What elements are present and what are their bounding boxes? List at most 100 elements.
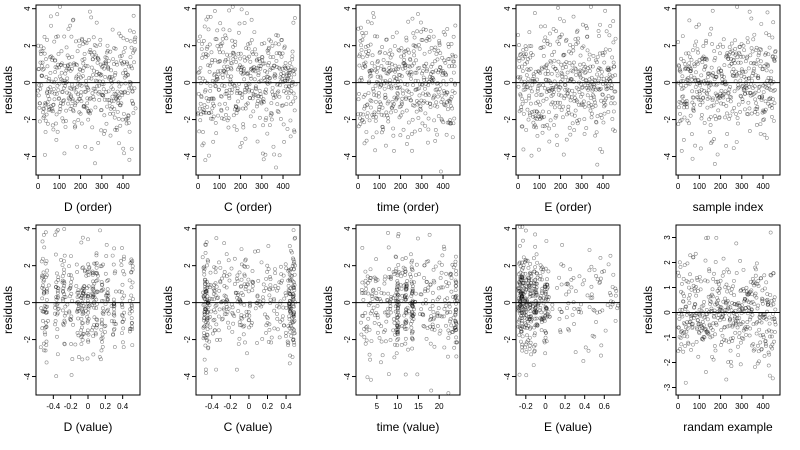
data-point: [409, 331, 414, 336]
data-point: [228, 77, 233, 82]
data-point: [98, 73, 103, 78]
data-point: [454, 293, 459, 298]
data-point: [99, 320, 104, 325]
data-point: [60, 280, 65, 285]
data-point: [203, 158, 208, 163]
data-point: [416, 43, 421, 47]
data-point: [519, 345, 524, 349]
data-point: [106, 307, 111, 312]
data-point: [242, 67, 246, 71]
data-point: [438, 276, 443, 280]
data-point: [563, 87, 568, 92]
data-point: [363, 290, 368, 295]
data-point: [261, 61, 266, 66]
data-point: [99, 289, 104, 293]
data-point: [381, 67, 386, 72]
data-point: [105, 48, 110, 53]
data-point: [453, 295, 458, 299]
data-point: [528, 282, 532, 287]
data-point: [291, 256, 295, 261]
data-point: [255, 101, 260, 106]
data-point: [291, 286, 296, 290]
x-tick-label: 300: [255, 182, 269, 191]
data-point: [112, 321, 117, 326]
data-point: [372, 320, 377, 325]
data-point: [100, 79, 105, 84]
data-point: [683, 66, 688, 71]
data-point: [693, 289, 698, 294]
data-point: [358, 25, 363, 30]
data-point: [526, 338, 531, 343]
data-point: [565, 70, 570, 75]
data-point: [42, 35, 47, 39]
data-point: [368, 69, 372, 74]
data-point: [608, 66, 613, 71]
y-tick-label: 0: [503, 300, 512, 305]
y-tick-label: 2: [503, 263, 512, 268]
data-point: [685, 334, 690, 339]
data-point: [363, 283, 368, 288]
data-point: [81, 291, 85, 296]
data-point: [747, 317, 752, 322]
data-point: [747, 9, 752, 14]
data-point: [104, 50, 109, 55]
data-point: [525, 333, 529, 338]
data-point: [62, 320, 67, 325]
data-point: [217, 59, 222, 64]
data-point: [704, 330, 709, 334]
data-point: [382, 96, 387, 100]
data-point: [61, 86, 66, 91]
data-point: [684, 51, 688, 56]
data-point: [396, 325, 400, 330]
data-point: [292, 304, 296, 309]
data-point: [268, 277, 273, 282]
data-point: [238, 300, 243, 304]
data-point: [202, 297, 207, 301]
data-point: [555, 100, 560, 105]
data-point: [368, 71, 373, 75]
data-point: [524, 286, 529, 291]
data-point: [359, 288, 364, 292]
data-point: [81, 290, 85, 295]
data-point: [591, 307, 596, 312]
data-point: [683, 307, 688, 311]
data-point: [246, 318, 251, 323]
data-point: [88, 108, 93, 113]
data-point: [287, 305, 292, 310]
data-point: [45, 268, 49, 273]
data-point: [39, 74, 44, 78]
data-point: [85, 295, 90, 300]
data-point: [698, 146, 703, 151]
data-point: [538, 293, 543, 298]
data-point: [377, 85, 382, 89]
data-point: [291, 295, 296, 299]
data-point: [208, 296, 212, 301]
data-point: [741, 43, 746, 48]
data-point: [517, 304, 522, 309]
data-point: [399, 298, 404, 303]
data-point: [542, 318, 547, 323]
data-point: [272, 72, 277, 76]
data-point: [196, 110, 201, 115]
data-point: [267, 37, 272, 42]
data-point: [40, 309, 45, 314]
data-point: [287, 301, 292, 306]
data-point: [607, 72, 612, 77]
data-point: [557, 85, 562, 89]
data-point: [255, 139, 260, 144]
data-point: [411, 31, 416, 36]
data-point: [718, 91, 723, 96]
data-point: [250, 288, 255, 293]
data-point: [226, 306, 231, 311]
data-point: [676, 122, 681, 126]
data-point: [553, 115, 558, 120]
data-point: [734, 112, 738, 116]
data-point: [530, 77, 535, 81]
data-point: [53, 322, 57, 327]
data-point: [396, 80, 400, 84]
data-point: [277, 305, 281, 310]
data-point: [264, 87, 268, 92]
data-point: [445, 99, 449, 104]
data-point: [533, 308, 538, 313]
data-point: [371, 86, 375, 91]
